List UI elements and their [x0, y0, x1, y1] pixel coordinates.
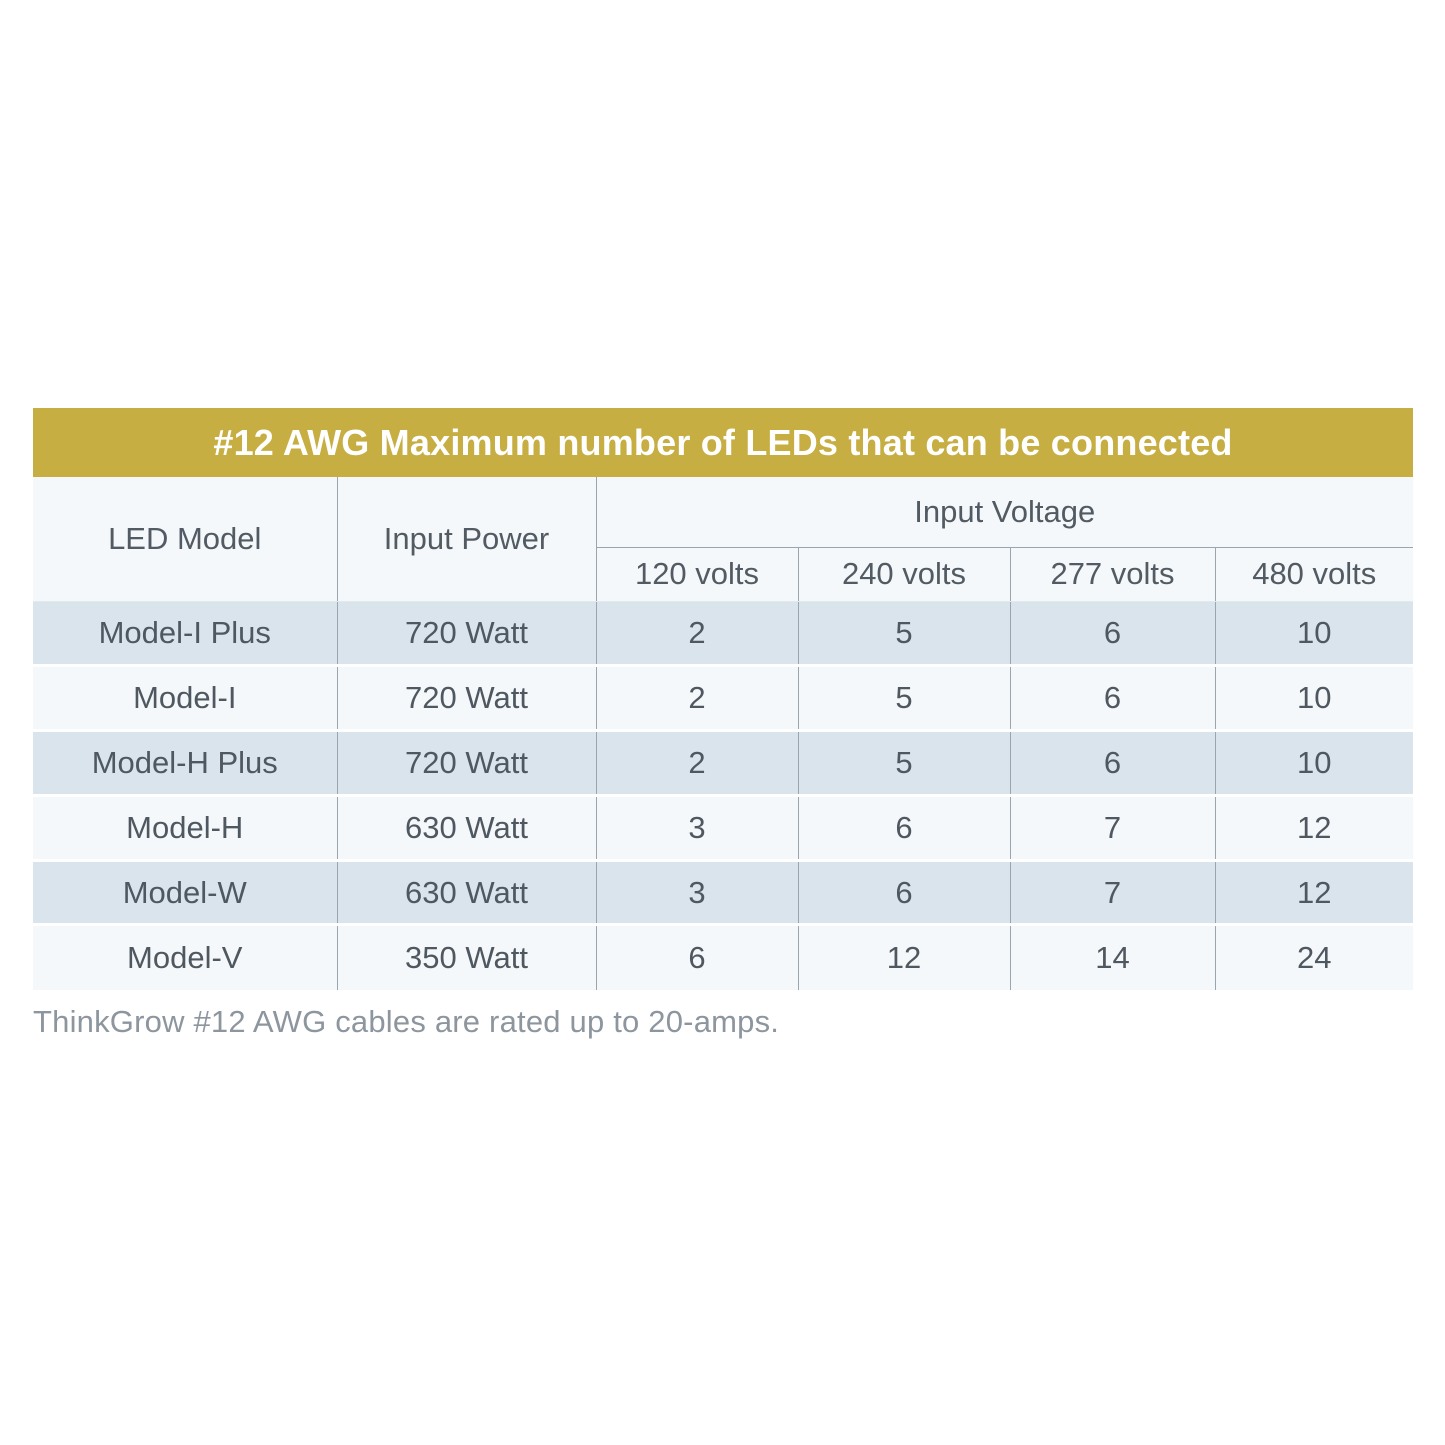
cell-power: 720 Watt — [336, 729, 596, 796]
cell-model: Model-H — [33, 793, 337, 861]
cell-120v: 2 — [595, 601, 798, 666]
table-header: LED Model Input Power Input Voltage 120 … — [33, 477, 1413, 602]
cell-model: Model-H Plus — [33, 729, 337, 796]
cell-model: Model-I — [33, 664, 337, 731]
cell-240v: 6 — [797, 858, 1010, 925]
col-header-120-volts: 120 volts — [595, 547, 798, 602]
cell-240v: 5 — [797, 729, 1010, 796]
cell-277v: 6 — [1009, 601, 1215, 666]
cell-480v: 12 — [1214, 793, 1413, 861]
table-row-model-w: Model-W 630 Watt 3 6 7 12 — [33, 858, 1413, 925]
cell-277v: 7 — [1009, 858, 1215, 925]
cell-240v: 6 — [797, 793, 1010, 861]
cell-120v: 2 — [595, 664, 798, 731]
table-row-model-i: Model-I 720 Watt 2 5 6 10 — [33, 664, 1413, 731]
cell-240v: 5 — [797, 664, 1010, 731]
col-header-led-model: LED Model — [33, 477, 337, 602]
cell-277v: 7 — [1009, 793, 1215, 861]
cell-model: Model-V — [33, 923, 337, 990]
col-header-240-volts: 240 volts — [797, 547, 1010, 602]
cell-model: Model-W — [33, 858, 337, 925]
cell-480v: 10 — [1214, 729, 1413, 796]
col-header-input-voltage-group: Input Voltage — [595, 477, 1413, 548]
cell-240v: 12 — [797, 923, 1010, 990]
cell-power: 630 Watt — [336, 858, 596, 925]
cell-240v: 5 — [797, 601, 1010, 666]
led-spec-table: #12 AWG Maximum number of LEDs that can … — [33, 408, 1413, 990]
spec-table: LED Model Input Power Input Voltage 120 … — [33, 477, 1413, 990]
cell-power: 350 Watt — [336, 923, 596, 990]
table-row-model-h-plus: Model-H Plus 720 Watt 2 5 6 10 — [33, 729, 1413, 796]
footnote: ThinkGrow #12 AWG cables are rated up to… — [33, 1004, 780, 1039]
col-header-480-volts: 480 volts — [1214, 547, 1413, 602]
table-row-model-h: Model-H 630 Watt 3 6 7 12 — [33, 793, 1413, 861]
col-header-input-power: Input Power — [336, 477, 596, 602]
table-row-model-v: Model-V 350 Watt 6 12 14 24 — [33, 923, 1413, 990]
header-row-1: LED Model Input Power Input Voltage — [33, 477, 1413, 602]
table-title: #12 AWG Maximum number of LEDs that can … — [213, 421, 1233, 463]
cell-120v: 6 — [595, 923, 798, 990]
cell-power: 720 Watt — [336, 601, 596, 666]
cell-480v: 24 — [1214, 923, 1413, 990]
cell-120v: 3 — [595, 858, 798, 925]
header-row-2: 120 volts 240 volts 277 volts 480 volts — [33, 547, 1413, 602]
cell-277v: 14 — [1009, 923, 1215, 990]
cell-120v: 2 — [595, 729, 798, 796]
cell-power: 630 Watt — [336, 793, 596, 861]
cell-120v: 3 — [595, 793, 798, 861]
table-title-banner: #12 AWG Maximum number of LEDs that can … — [33, 408, 1413, 477]
cell-480v: 12 — [1214, 858, 1413, 925]
table-body: Model-I Plus 720 Watt 2 5 6 10 Model-I 7… — [33, 601, 1413, 990]
cell-model: Model-I Plus — [33, 601, 337, 666]
table-row-model-i-plus: Model-I Plus 720 Watt 2 5 6 10 — [33, 601, 1413, 666]
cell-480v: 10 — [1214, 664, 1413, 731]
cell-277v: 6 — [1009, 729, 1215, 796]
cell-277v: 6 — [1009, 664, 1215, 731]
cell-480v: 10 — [1214, 601, 1413, 666]
cell-power: 720 Watt — [336, 664, 596, 731]
col-header-277-volts: 277 volts — [1009, 547, 1215, 602]
